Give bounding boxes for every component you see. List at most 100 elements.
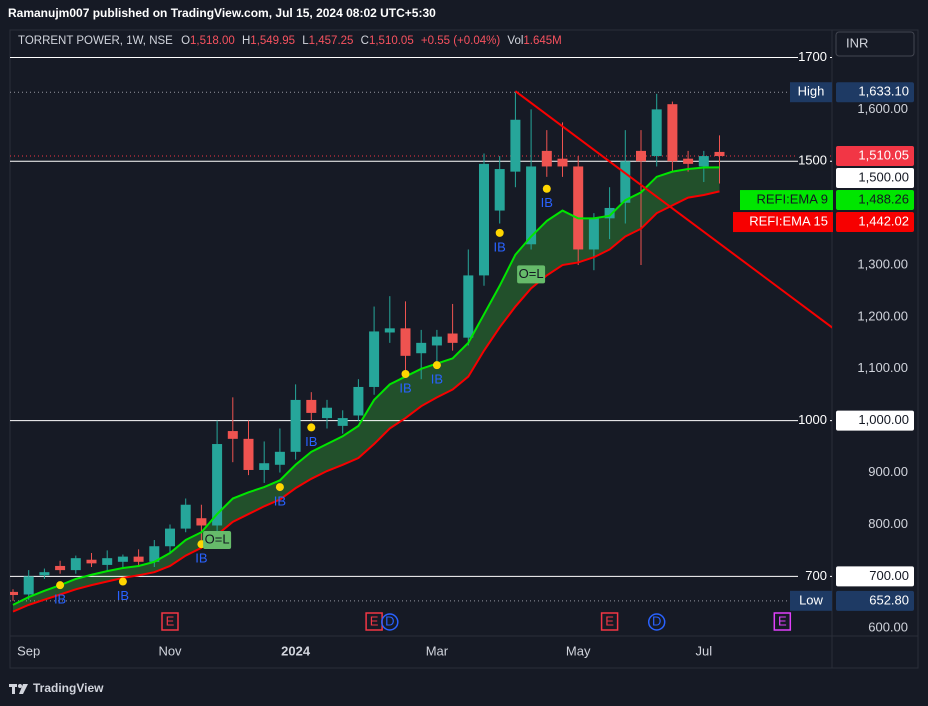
candle-body xyxy=(463,275,474,338)
candle-body xyxy=(180,504,191,529)
legend: TORRENT POWER, 1W, NSE O1,518.00 H1,549.… xyxy=(18,35,566,47)
event-label: E xyxy=(166,613,175,628)
event-icon xyxy=(773,612,792,631)
candle-body xyxy=(588,218,599,250)
signal-label: IB xyxy=(494,239,506,254)
candle-body xyxy=(70,558,81,571)
series-tag-name: REFI:EMA 9 xyxy=(756,191,828,206)
candle-body xyxy=(102,558,113,565)
candle-body xyxy=(384,328,395,333)
signal-dot xyxy=(275,483,284,492)
price-tag-label: 1,488.26 xyxy=(858,191,909,206)
plot: IB IB IB IB IB IB IB IB IB O=L O=L xyxy=(10,56,832,613)
price-tag xyxy=(836,190,914,211)
candle-body xyxy=(510,119,521,172)
series-tag-bg xyxy=(733,212,833,233)
price-tag xyxy=(836,212,914,233)
signal-dot xyxy=(307,423,316,432)
line-label: 1700 xyxy=(798,49,827,64)
y-tick-label: 800.00 xyxy=(868,516,908,531)
candle-body xyxy=(416,342,427,354)
candle-body xyxy=(86,559,97,564)
candle-body xyxy=(683,158,694,164)
signal-label: IB xyxy=(195,551,207,566)
x-tick-label: Jul xyxy=(695,643,712,658)
candle-body xyxy=(636,150,646,162)
signal-label: O=L xyxy=(519,266,544,281)
candle-body xyxy=(133,556,144,562)
candle-body xyxy=(604,207,615,219)
line-label: 1000 xyxy=(798,412,827,427)
candle-body xyxy=(55,565,66,571)
signal-dot xyxy=(495,228,504,237)
signal-label: IB xyxy=(541,195,553,210)
field-value: 1,457.25 xyxy=(308,35,354,47)
field-value: 1,549.95 xyxy=(250,35,296,47)
price-tag-label: 1,000.00 xyxy=(858,412,909,427)
price-tag xyxy=(836,410,914,431)
field-key: H xyxy=(241,35,251,47)
candle-body xyxy=(196,518,207,526)
field-value: 1,510.05 xyxy=(368,35,414,47)
event-icon xyxy=(647,613,666,631)
line-label: 1500 xyxy=(798,153,827,168)
line-label-bg xyxy=(798,48,830,67)
price-tag-label: 652.80 xyxy=(869,592,909,607)
candle-body xyxy=(557,158,568,167)
x-tick-label: Nov xyxy=(158,643,182,658)
ema-line xyxy=(12,166,720,606)
price-tag-label: 1,510.05 xyxy=(858,147,909,162)
signal-box xyxy=(203,531,232,550)
logo xyxy=(9,684,28,694)
x-tick-label: Sep xyxy=(17,643,40,658)
candle-body xyxy=(447,333,458,343)
candle-body xyxy=(620,161,631,203)
candle-body xyxy=(117,556,128,562)
field-key: C xyxy=(360,35,369,47)
candle-body xyxy=(431,336,442,346)
field-key: L xyxy=(302,35,309,47)
line-label-bg xyxy=(798,567,830,586)
candle-body xyxy=(479,163,489,276)
candle-body xyxy=(369,331,380,387)
price-tag xyxy=(836,590,914,611)
event-label: E xyxy=(370,613,379,628)
candle-body xyxy=(573,166,584,250)
event-icon xyxy=(381,613,399,631)
line-label: 700 xyxy=(805,568,827,583)
event-label: D xyxy=(652,613,661,628)
signal-box xyxy=(517,265,546,284)
field-value: 1.645M xyxy=(523,35,562,47)
currency-box xyxy=(835,31,915,57)
candle-body xyxy=(306,399,317,413)
candle-body xyxy=(651,109,662,157)
x-tick-label: May xyxy=(566,643,591,658)
candle-body xyxy=(714,151,725,157)
signal-label: O=L xyxy=(205,531,230,546)
change: +0.55 (+0.04%) xyxy=(420,35,501,47)
signal-label: IB xyxy=(399,380,411,395)
field-key: Vol xyxy=(507,35,524,47)
y-tick-label: 1,100.00 xyxy=(857,360,908,375)
signal-label: IB xyxy=(431,372,443,387)
event-label: D xyxy=(385,613,394,628)
y-tick-label: 1,300.00 xyxy=(857,256,908,271)
field-key: O xyxy=(181,35,191,47)
price-tag-label: 1,442.02 xyxy=(858,213,909,228)
event-label: E xyxy=(605,613,614,628)
candle-body xyxy=(212,444,223,526)
tag-name-bg xyxy=(790,82,832,103)
tag-name: Low xyxy=(799,592,823,607)
x-tick-label: Mar xyxy=(426,643,449,658)
price-tag xyxy=(836,82,914,103)
price-tag xyxy=(836,168,914,189)
series-tag-bg xyxy=(740,190,833,211)
y-tick-label: 1,600.00 xyxy=(857,101,908,116)
candle-body xyxy=(541,150,552,167)
candle-body xyxy=(337,418,348,426)
price-tag xyxy=(836,566,914,587)
symbol: TORRENT POWER, 1W, NSE xyxy=(18,35,173,47)
price-tag xyxy=(836,146,914,167)
ema-line xyxy=(12,190,720,613)
